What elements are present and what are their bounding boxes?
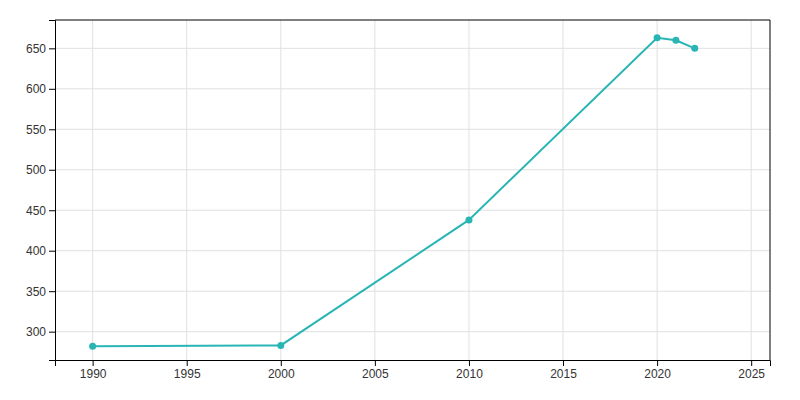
plot: 1990 1995 2000 2005 2010 2015 2020 2025 300 350 40…	[26, 20, 771, 381]
tick: 400	[26, 244, 55, 258]
tick-mark	[49, 332, 55, 333]
grid-line	[563, 20, 564, 360]
grid-line	[55, 210, 770, 211]
grid-line	[55, 169, 770, 170]
frame	[55, 20, 770, 21]
tick-label: 400	[26, 244, 46, 258]
tick-label: 2025	[738, 367, 765, 381]
grid-line	[92, 20, 93, 360]
tick-mark	[469, 360, 470, 366]
point	[672, 37, 679, 44]
grid-line	[751, 20, 752, 360]
tick: 1995	[174, 360, 201, 381]
point	[465, 216, 472, 223]
tick-mark	[563, 360, 564, 366]
tick-label: 650	[26, 42, 46, 56]
tick-label: 2020	[644, 367, 671, 381]
tick: 2010	[456, 360, 483, 381]
tick-label: 300	[26, 325, 46, 339]
tick-label: 350	[26, 285, 46, 299]
tick: 650	[26, 42, 55, 56]
tick: 2025	[738, 360, 765, 381]
tick: 300	[26, 325, 55, 339]
tick-mark	[187, 360, 188, 366]
tick-mark	[49, 291, 55, 292]
tick-mark	[375, 360, 376, 366]
grid-line	[468, 20, 469, 360]
tick-label: 550	[26, 123, 46, 137]
grid-line	[657, 20, 658, 360]
grid-line	[374, 20, 375, 360]
tick-label: 2010	[456, 367, 483, 381]
tick: 550	[26, 123, 55, 137]
tick: 350	[26, 285, 55, 299]
tick-label: 450	[26, 204, 46, 218]
tick-label: 600	[26, 82, 46, 96]
tick: 2000	[268, 360, 295, 381]
tick: 1990	[80, 360, 107, 381]
tick: 2005	[362, 360, 389, 381]
point	[277, 342, 284, 349]
grid-line	[55, 331, 770, 332]
point	[89, 343, 96, 350]
tick: 2015	[550, 360, 577, 381]
frame	[770, 20, 771, 360]
point	[691, 45, 698, 52]
tick: 600	[26, 82, 55, 96]
grid	[55, 20, 770, 360]
grid-line	[280, 20, 281, 360]
grid-line	[186, 20, 187, 360]
tick-label: 1990	[80, 367, 107, 381]
x-axis: 1990 1995 2000 2005 2010 2015 2020 2025	[56, 360, 771, 381]
tick-mark	[49, 129, 55, 130]
y-axis: 300 350 400 450 500 550 600 650	[26, 21, 56, 361]
tick-label: 1995	[174, 367, 201, 381]
grid-line	[55, 48, 770, 49]
tick-label: 2015	[550, 367, 577, 381]
tick-mark	[49, 210, 55, 211]
tick-mark	[281, 360, 282, 366]
tick-mark	[49, 89, 55, 90]
axis-line	[49, 21, 56, 361]
tick-mark	[49, 170, 55, 171]
grid-line	[55, 250, 770, 251]
tick: 2020	[644, 360, 671, 381]
tick-mark	[751, 360, 752, 366]
tick: 450	[26, 204, 55, 218]
tick-label: 500	[26, 163, 46, 177]
tick: 500	[26, 163, 55, 177]
chart: 1990 1995 2000 2005 2010 2015 2020 2025 300 350 40…	[0, 0, 800, 400]
tick-mark	[49, 48, 55, 49]
tick-mark	[657, 360, 658, 366]
tick-mark	[49, 251, 55, 252]
marks	[89, 34, 698, 349]
grid-line	[55, 129, 770, 130]
tick-mark	[93, 360, 94, 366]
line	[93, 38, 695, 346]
axis-line	[56, 361, 771, 367]
tick-label: 2000	[268, 367, 295, 381]
tick-label: 2005	[362, 367, 389, 381]
point	[654, 34, 661, 41]
grid-line	[55, 88, 770, 89]
grid-line	[55, 291, 770, 292]
